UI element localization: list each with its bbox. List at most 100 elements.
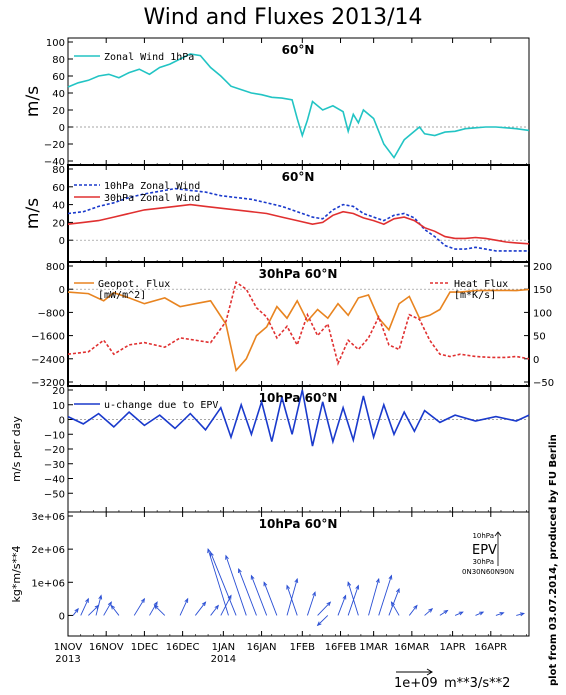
vector-arrow-head xyxy=(140,597,146,603)
x-tick-label: 16APR xyxy=(475,642,508,653)
vector-arrow xyxy=(337,595,347,616)
y-tick-label: −40 xyxy=(44,475,65,486)
legend-label-unit: [m*K/s] xyxy=(454,290,496,301)
panel-frame xyxy=(67,511,530,637)
y-axis-label: m/s xyxy=(23,86,43,117)
y-tick-label-right: −50 xyxy=(533,378,554,389)
y-tick-label: 1e+06 xyxy=(31,578,65,589)
vector-arrow xyxy=(286,585,298,616)
vector-arrow xyxy=(133,598,145,616)
inset-arrow xyxy=(494,531,502,537)
vector-arrow xyxy=(516,613,525,616)
panel-4: 10hPa 60°N −50 −40 −30 −20 −10 0 10 20 m/s per da… xyxy=(10,385,530,513)
vector-arrow-head xyxy=(499,612,505,616)
vector-arrow xyxy=(347,585,359,616)
y-tick-label: 100 xyxy=(46,38,65,49)
y-tick-label: 40 xyxy=(52,201,65,212)
vector-arrow-head xyxy=(312,591,316,597)
series-line-1 xyxy=(67,389,530,447)
x-tick-label: 1APR xyxy=(439,642,465,653)
vector-arrow-head xyxy=(98,594,103,600)
chart-title: Wind and Fluxes 2013/14 xyxy=(143,5,422,30)
y-tick-label: 0 xyxy=(59,416,65,427)
vector-arrow-head xyxy=(413,604,418,610)
x-year-label: 2013 xyxy=(55,654,80,665)
vector-arrow xyxy=(95,595,102,616)
y-tick-label: 3e+06 xyxy=(31,512,65,523)
vector-arrow xyxy=(238,568,257,616)
vector-arrow-head xyxy=(74,607,79,613)
y-tick-label: −40 xyxy=(44,157,65,168)
vector-arrow-head xyxy=(375,577,380,583)
y-tick-label: 10 xyxy=(52,401,65,412)
vector-scale-unit: m**3/s**2 xyxy=(444,676,510,691)
panel-title: 60°N xyxy=(282,170,315,184)
vector-arrow xyxy=(194,601,206,616)
legend-label: Geopot. Flux xyxy=(98,279,170,290)
y-tick-label: 0 xyxy=(59,611,65,622)
vector-arrow-head xyxy=(207,548,211,554)
y-tick-label-right: 150 xyxy=(533,285,552,296)
legend-label: Zonal Wind 1hPa xyxy=(104,52,194,63)
y-tick-label: −50 xyxy=(44,489,65,500)
vector-arrow-head xyxy=(225,554,229,560)
vector-arrow xyxy=(306,592,316,616)
vector-arrow xyxy=(368,578,380,616)
series-line-1 xyxy=(67,187,529,252)
inset-y-label: 30hPa xyxy=(472,558,494,566)
vector-arrow-head xyxy=(428,608,434,613)
vector-arrow xyxy=(408,605,418,616)
y-tick-label: 20 xyxy=(52,218,65,229)
vector-arrow-head xyxy=(201,601,207,607)
panel-3: 30hPa 60°N −3200 −2400 −1600 −800 0 800 −50 0 50 1… xyxy=(31,261,554,389)
y-axis-label: m/s per day xyxy=(10,416,23,482)
y-tick-label: −3200 xyxy=(31,378,65,389)
panel-1: 60°N −40 −20 0 20 40 60 80 100 m/s Zonal Wind 1hPa xyxy=(23,37,530,168)
series-line-2 xyxy=(67,203,530,245)
y-tick-label: 80 xyxy=(52,55,65,66)
legend-label: u-change due to EPV xyxy=(104,400,218,411)
vector-arrow-head xyxy=(316,621,322,627)
y-tick-label: −20 xyxy=(44,445,65,456)
vector-arrow xyxy=(207,549,229,616)
x-tick-label: 16DEC xyxy=(166,642,200,653)
y-tick-label: 0 xyxy=(59,236,65,247)
vector-arrow-head xyxy=(390,601,395,607)
y-tick-label: −800 xyxy=(38,308,65,319)
legend-label: 30hPa Zonal Wind xyxy=(104,193,200,204)
series-line-2 xyxy=(67,280,530,366)
vector-arrow xyxy=(88,605,99,616)
vector-arrow xyxy=(72,608,79,616)
vector-arrow-head xyxy=(479,611,485,616)
vector-arrow xyxy=(424,608,433,616)
vector-arrow-head xyxy=(85,597,89,603)
y-tick-label: 0 xyxy=(59,123,65,134)
x-tick-label: 16NOV xyxy=(89,642,124,653)
panel-title: 10hPa 60°N xyxy=(259,391,338,405)
vector-arrow xyxy=(454,611,463,616)
vector-arrow xyxy=(317,601,331,616)
y-tick-label: 0 xyxy=(59,285,65,296)
vector-arrow-head xyxy=(238,567,242,574)
x-tick-label: 1JAN xyxy=(212,642,235,653)
vector-arrow xyxy=(154,605,166,616)
vector-arrow-head xyxy=(355,584,360,590)
x-tick-label: 1DEC xyxy=(131,642,158,653)
y-tick-label: 60 xyxy=(52,72,65,83)
x-tick-label: 16JAN xyxy=(247,642,277,653)
vector-arrow xyxy=(286,578,298,616)
vector-arrow-head xyxy=(388,574,393,580)
vector-arrow-head xyxy=(347,581,352,587)
y-tick-label: 2e+06 xyxy=(31,545,65,556)
y-tick-label: −2400 xyxy=(31,355,65,366)
vector-arrow-head xyxy=(443,609,449,615)
vector-arrow xyxy=(250,575,268,616)
vector-arrow xyxy=(110,605,120,616)
vector-arrow-head xyxy=(263,581,268,587)
vector-arrow xyxy=(475,611,484,616)
vector-arrow xyxy=(210,605,219,616)
vector-arrow-head xyxy=(286,584,291,590)
x-tick-label: 1NOV xyxy=(54,642,83,653)
